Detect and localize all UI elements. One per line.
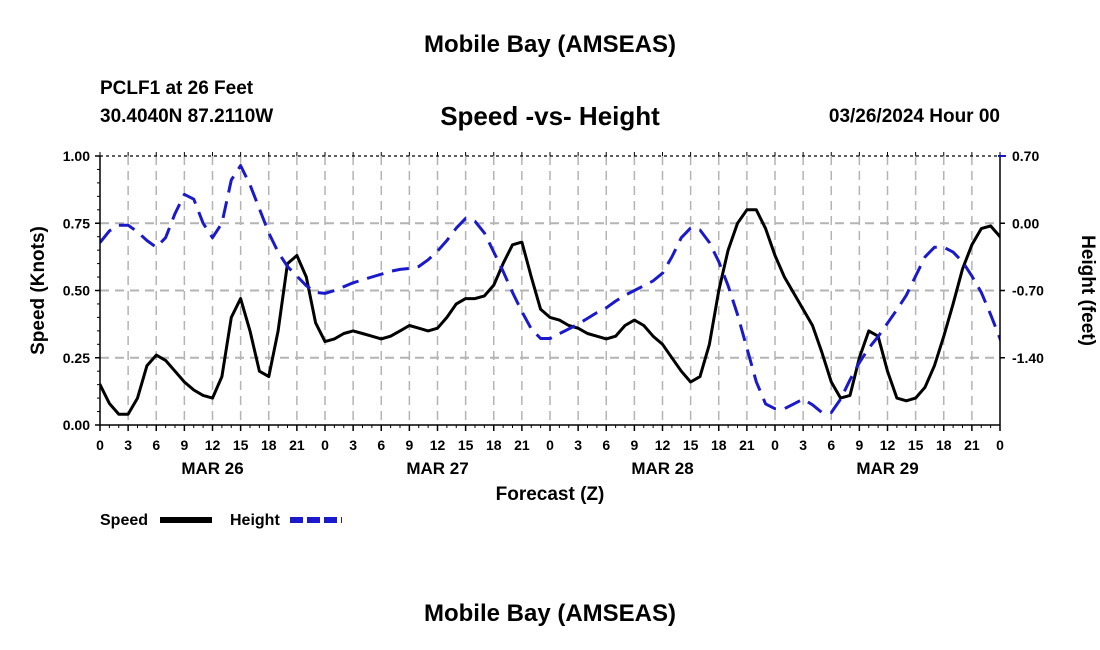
x-tick-label: 3: [124, 437, 132, 453]
y-tick-label: 1.00: [63, 148, 90, 164]
legend-height-label: Height: [230, 512, 280, 529]
x-tick-label: 12: [205, 437, 221, 453]
x-tick-label: 9: [180, 437, 188, 453]
x-tick-label: 21: [964, 437, 980, 453]
y-tick-label: 0.50: [63, 283, 90, 299]
chart-main-title: Mobile Bay (AMSEAS): [423, 31, 677, 58]
x-tick-label: 9: [630, 437, 638, 453]
x-tick-label: 6: [827, 437, 835, 453]
x-tick-label: 12: [655, 437, 671, 453]
x-tick-label: 3: [574, 437, 582, 453]
y-tick-label: 0.00: [63, 417, 90, 433]
x-tick-label: 18: [486, 437, 502, 453]
x-tick-label: 0: [321, 437, 329, 453]
x-tick-label: 15: [458, 437, 474, 453]
y2-tick-label: -1.40: [1012, 350, 1044, 366]
day-label: MAR 26: [181, 459, 243, 478]
legend: Speed Height: [100, 512, 342, 529]
x-tick-label: 21: [739, 437, 755, 453]
x-tick-label: 3: [799, 437, 807, 453]
grid-lines: [100, 156, 1000, 425]
x-tick-label: 6: [602, 437, 610, 453]
series-layer: [100, 164, 1000, 416]
chart-subtitle: Speed -vs- Height: [440, 101, 660, 131]
legend-speed-label: Speed: [100, 512, 148, 529]
y-axis-title: Speed (Knots): [28, 226, 49, 355]
x-tick-label: 6: [152, 437, 160, 453]
forecast-date: 03/26/2024 Hour 00: [828, 106, 1000, 127]
x-tick-label: 12: [880, 437, 896, 453]
footer-title: Mobile Bay (AMSEAS): [423, 600, 677, 627]
x-tick-label: 9: [405, 437, 413, 453]
x-tick-label: 0: [771, 437, 779, 453]
y2-axis-title: Height (feet): [1077, 235, 1098, 346]
axes: 0.00 0.25 0.50 0.75 1.00 -1.40 -0.70 0.00 0.70 0 3…: [28, 148, 1098, 505]
x-tick-label: 21: [514, 437, 530, 453]
x-tick-label: 12: [430, 437, 446, 453]
x-tick-label: 15: [908, 437, 924, 453]
y-tick-label: 0.75: [63, 215, 90, 231]
x-tick-label: 18: [936, 437, 952, 453]
day-label: MAR 28: [631, 459, 693, 478]
x-tick-label: 0: [996, 437, 1004, 453]
station-label: PCLF1 at 26 Feet: [100, 78, 254, 99]
x-tick-label: 0: [546, 437, 554, 453]
x-axis-title: Forecast (Z): [496, 484, 605, 505]
y2-tick-label: 0.00: [1012, 215, 1039, 231]
x-tick-label: 21: [289, 437, 305, 453]
x-tick-label: 3: [349, 437, 357, 453]
x-tick-label: 15: [233, 437, 249, 453]
height-series-line: [100, 164, 1000, 414]
y2-tick-label: -0.70: [1012, 283, 1044, 299]
station-coords: 30.4040N 87.2110W: [100, 106, 274, 127]
y-tick-label: 0.25: [63, 350, 90, 366]
x-tick-label: 0: [96, 437, 104, 453]
speed-series-line: [100, 208, 1000, 416]
day-label: MAR 29: [856, 459, 918, 478]
x-tick-label: 6: [377, 437, 385, 453]
x-tick-label: 18: [261, 437, 277, 453]
day-label: MAR 27: [406, 459, 468, 478]
x-tick-label: 18: [711, 437, 727, 453]
x-tick-label: 9: [855, 437, 863, 453]
y2-tick-label: 0.70: [1012, 148, 1039, 164]
x-tick-label: 15: [683, 437, 699, 453]
